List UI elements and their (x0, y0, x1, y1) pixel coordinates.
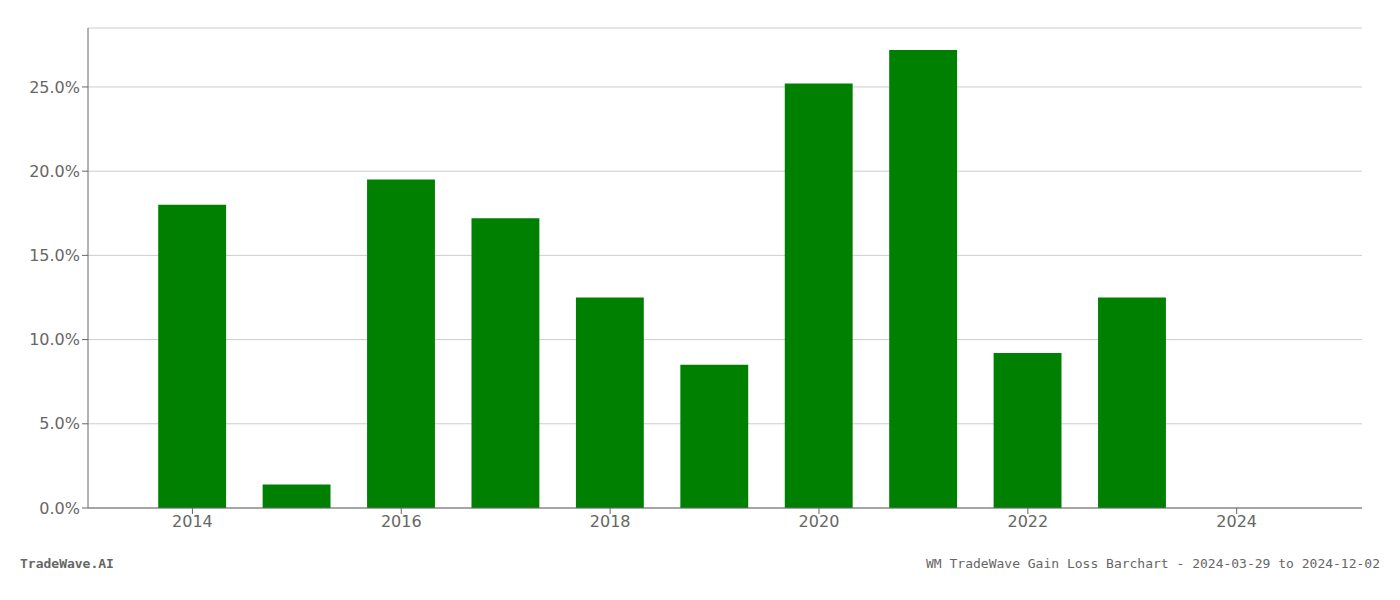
svg-text:25.0%: 25.0% (29, 78, 80, 97)
html-text:TradeWave.AI: TradeWave.AI (20, 556, 114, 571)
svg-text:5.0%: 5.0% (39, 414, 80, 433)
html-text:WM TradeWave Gain Loss Barchar: WM TradeWave Gain Loss Barchart - 2024-0… (926, 556, 1380, 571)
svg-text:2022: 2022 (1007, 512, 1048, 531)
svg-text:15.0%: 15.0% (29, 246, 80, 265)
svg-text:0.0%: 0.0% (39, 499, 80, 518)
svg-text:2020: 2020 (799, 512, 840, 531)
svg-text:2014: 2014 (172, 512, 213, 531)
svg-text:2016: 2016 (381, 512, 422, 531)
svg-text:20.0%: 20.0% (29, 162, 80, 181)
svg-text:2024: 2024 (1216, 512, 1257, 531)
svg-text:10.0%: 10.0% (29, 330, 80, 349)
svg-text:2018: 2018 (590, 512, 631, 531)
